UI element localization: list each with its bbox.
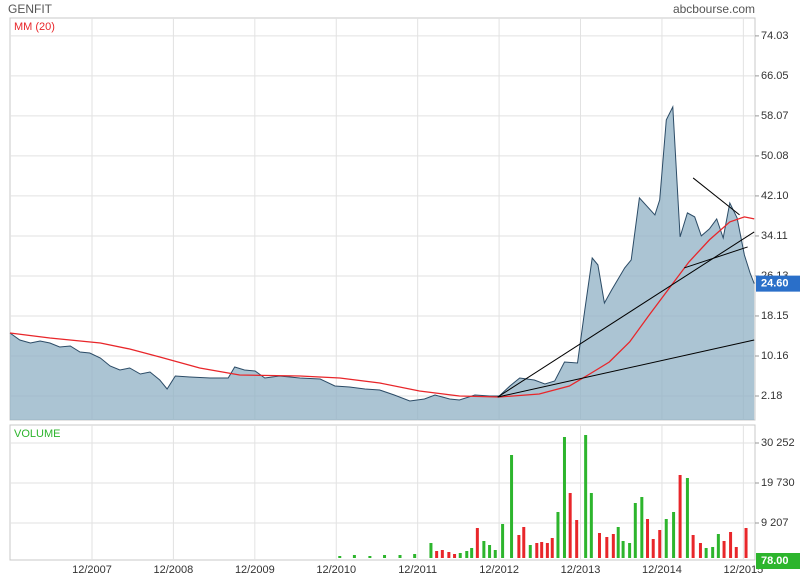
volume-bar bbox=[734, 546, 738, 559]
trendline bbox=[497, 231, 755, 398]
trendline bbox=[684, 246, 748, 269]
volume-bar bbox=[621, 540, 625, 559]
volume-bar bbox=[488, 544, 492, 559]
volume-bar bbox=[493, 550, 497, 559]
volume-bar bbox=[678, 474, 682, 559]
volume-bar bbox=[435, 551, 439, 559]
volume-bar bbox=[704, 547, 708, 559]
volume-bar bbox=[522, 526, 526, 559]
x-tick-label: 12/2009 bbox=[235, 564, 275, 576]
volume-bar bbox=[722, 540, 726, 559]
volume-bar bbox=[540, 541, 544, 559]
trendline bbox=[497, 339, 755, 398]
volume-bar bbox=[501, 523, 505, 559]
volume-bar bbox=[698, 542, 702, 559]
volume-bar bbox=[729, 531, 733, 559]
y-tick-label: 58.07 bbox=[761, 110, 789, 122]
volume-bar bbox=[633, 502, 637, 559]
volume-bar bbox=[470, 547, 474, 559]
volume-bar bbox=[517, 535, 521, 559]
y-tick-label: 30 252 bbox=[761, 437, 795, 449]
volume-bar bbox=[458, 553, 462, 559]
volume-bar bbox=[584, 434, 588, 559]
volume-bar bbox=[562, 436, 566, 559]
y-tick-label: 34.11 bbox=[761, 230, 788, 242]
chart-title: GENFIT bbox=[8, 2, 53, 16]
volume-bar bbox=[685, 477, 689, 559]
volume-bar bbox=[440, 550, 444, 559]
volume-bar bbox=[383, 555, 387, 559]
volume-bar bbox=[691, 535, 695, 559]
volume-bar bbox=[568, 492, 572, 559]
volume-bar bbox=[429, 542, 433, 559]
x-tick-label: 12/2013 bbox=[561, 564, 601, 576]
y-tick-label: 19 730 bbox=[761, 477, 795, 489]
volume-bar bbox=[716, 534, 720, 559]
volume-bar bbox=[744, 527, 748, 559]
area bbox=[10, 106, 755, 421]
x-tick-label: 12/2011 bbox=[398, 564, 437, 576]
volume-bar bbox=[528, 544, 532, 559]
volume-bar bbox=[556, 511, 560, 559]
volume-bar bbox=[338, 556, 342, 559]
x-tick-label: 12/2014 bbox=[642, 564, 682, 576]
volume-bar bbox=[482, 540, 486, 559]
last-value-label: 24.60 bbox=[761, 278, 789, 290]
volume-bar bbox=[465, 551, 469, 559]
volume-bar bbox=[664, 519, 668, 559]
volume-bar bbox=[575, 520, 579, 559]
volume-bar bbox=[398, 555, 402, 559]
volume-bar bbox=[550, 538, 554, 559]
y-tick-label: 18.15 bbox=[761, 310, 789, 322]
y-tick-label: 50.08 bbox=[761, 150, 789, 162]
y-tick-label: 9 207 bbox=[761, 517, 789, 529]
last-value-box bbox=[756, 275, 800, 292]
volume-bar bbox=[475, 527, 479, 559]
trendline bbox=[692, 177, 740, 216]
legend-label: MM (20) bbox=[14, 21, 55, 33]
line bbox=[9, 104, 755, 402]
volume-bar bbox=[368, 556, 372, 559]
volume-bar bbox=[651, 539, 655, 559]
y-tick-label: 74.03 bbox=[761, 30, 789, 42]
volume-bar bbox=[640, 496, 644, 559]
volume-bar bbox=[672, 511, 676, 559]
volume-bar bbox=[453, 554, 457, 559]
y-tick-label: 66.05 bbox=[761, 70, 789, 82]
volume-bar bbox=[658, 529, 662, 559]
last-value-label: 78.00 bbox=[761, 555, 789, 567]
y-tick-label: 42.10 bbox=[761, 190, 789, 202]
volume-bar bbox=[589, 492, 593, 559]
volume-bar bbox=[628, 542, 632, 559]
volume-bar bbox=[510, 454, 514, 559]
volume-bar bbox=[605, 537, 609, 559]
panel-title: VOLUME bbox=[14, 428, 60, 440]
x-tick-label: 12/2007 bbox=[72, 564, 112, 576]
x-tick-label: 12/2008 bbox=[154, 564, 194, 576]
volume-bar bbox=[545, 542, 549, 559]
volume-bar bbox=[616, 526, 620, 559]
volume-bar bbox=[535, 542, 539, 559]
plot-area bbox=[9, 424, 756, 561]
x-tick-label: 12/2010 bbox=[316, 564, 356, 576]
volume-bar bbox=[597, 532, 601, 559]
y-tick-label: 2.18 bbox=[761, 390, 782, 402]
volume-bar bbox=[352, 555, 356, 559]
volume-bar bbox=[611, 534, 615, 559]
x-tick-label: 12/2015 bbox=[723, 564, 763, 576]
last-value-box bbox=[756, 553, 800, 569]
source: abcbourse.com bbox=[673, 2, 755, 16]
y-tick-label: 10.16 bbox=[761, 350, 789, 362]
volume-bar bbox=[711, 546, 715, 559]
volume-bar bbox=[646, 519, 650, 559]
x-tick-label: 12/2012 bbox=[479, 564, 519, 576]
volume-bar bbox=[413, 554, 417, 559]
volume-bar bbox=[447, 552, 451, 559]
